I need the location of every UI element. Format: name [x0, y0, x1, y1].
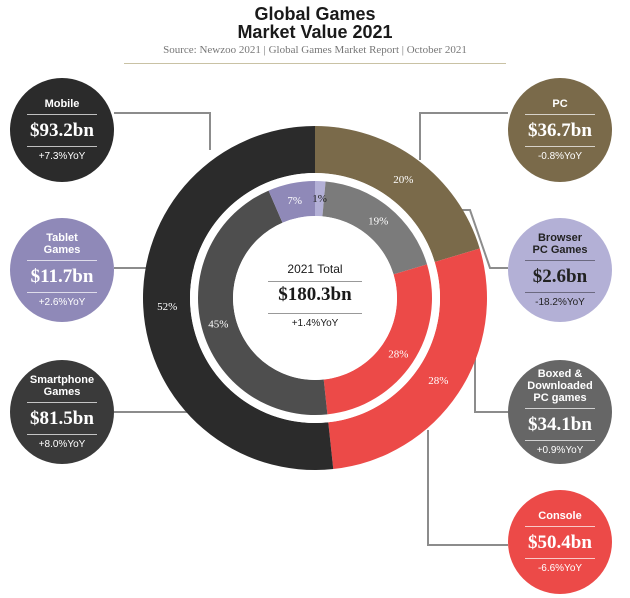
bubble-console-yoy: -6.6%YoY [537, 563, 583, 574]
bubble-divider [525, 114, 595, 115]
outer-pct-label: 52% [157, 301, 177, 313]
bubble-boxed: Boxed & Downloaded PC games $34.1bn +0.9… [508, 360, 612, 464]
bubble-divider [27, 402, 97, 403]
center-title: 2021 Total [287, 262, 343, 276]
bubble-browser: Browser PC Games $2.6bn -18.2%YoY [508, 218, 612, 322]
bubble-divider [525, 292, 595, 293]
bubble-divider [525, 526, 595, 527]
bubble-browser-value: $2.6bn [532, 266, 588, 287]
bubble-mobile-label: Mobile [44, 98, 80, 110]
bubble-pc-yoy: -0.8%YoY [537, 151, 583, 162]
bubble-pc: PC $36.7bn -0.8%YoY [508, 78, 612, 182]
bubble-boxed-yoy: +0.9%YoY [536, 445, 584, 456]
bubble-boxed-value: $34.1bn [528, 414, 592, 435]
bubble-tablet-value: $11.7bn [30, 266, 94, 287]
bubble-pc-value: $36.7bn [528, 120, 592, 141]
bubble-console-value: $50.4bn [528, 532, 592, 553]
bubble-mobile: Mobile $93.2bn +7.3%YoY [10, 78, 114, 182]
bubble-smartphone-yoy: +8.0%YoY [38, 439, 86, 450]
source-divider [124, 63, 506, 64]
center-divider-top [268, 281, 362, 282]
inner-slice-smartphone-games [197, 190, 328, 415]
outer-pct-label: 20% [393, 174, 413, 186]
percent-labels: 20% 28% 52% 1% 19% 28% 45% 7% [157, 174, 448, 387]
connector-pc [419, 112, 508, 160]
bubble-divider [27, 146, 97, 147]
connector-console [427, 430, 508, 546]
bubble-boxed-label: Boxed & Downloaded PC games [527, 368, 593, 404]
inner-pct-label: 19% [368, 216, 388, 228]
inner-ring [197, 181, 432, 415]
bubble-smartphone-label: Smartphone Games [29, 374, 95, 398]
inner-pct-label: 28% [388, 348, 408, 360]
connector-mobile [114, 112, 211, 150]
center-yoy: +1.4%YoY [291, 318, 339, 329]
bubble-tablet-label: Tablet Games [43, 232, 81, 256]
outer-slice-console [328, 248, 488, 470]
chart-title-line1: Global Games [254, 4, 376, 24]
bubble-pc-label: PC [552, 98, 568, 110]
bubble-divider [27, 114, 97, 115]
bubble-browser-yoy: -18.2%YoY [535, 297, 585, 308]
bubble-divider [525, 260, 595, 261]
bubble-divider [525, 408, 595, 409]
inner-slice-browser-pc-games [315, 181, 326, 217]
outer-slice-mobile [143, 126, 334, 470]
outer-pct-label: 28% [428, 375, 448, 387]
bubble-divider [27, 434, 97, 435]
chart-source: Source: Newzoo 2021 | Global Games Marke… [163, 44, 467, 56]
inner-pct-label: 7% [287, 195, 302, 207]
outer-slice-pc [315, 126, 480, 263]
donut-hole [233, 216, 397, 380]
bubble-tablet: Tablet Games $11.7bn +2.6%YoY [10, 218, 114, 322]
center-total-value: $180.3bn [278, 284, 352, 305]
bubble-mobile-value: $93.2bn [30, 120, 94, 141]
bubble-console-label: Console [538, 510, 582, 522]
bubble-divider [525, 146, 595, 147]
chart-title-line2: Market Value 2021 [237, 22, 393, 42]
inner-slice-boxed-downloaded-pc-games [322, 181, 428, 275]
inner-pct-label: 1% [312, 193, 327, 205]
bubble-divider [525, 440, 595, 441]
center-divider-bottom [268, 313, 362, 314]
bubble-tablet-yoy: +2.6%YoY [38, 297, 86, 308]
bubble-smartphone-value: $81.5bn [30, 408, 94, 429]
inner-pct-label: 45% [208, 318, 228, 330]
bubble-browser-label: Browser PC Games [532, 232, 588, 256]
bubble-smartphone: Smartphone Games $81.5bn +8.0%YoY [10, 360, 114, 464]
inner-slice-console [323, 264, 432, 415]
bubble-console: Console $50.4bn -6.6%YoY [508, 490, 612, 594]
bubble-divider [27, 260, 97, 261]
bubble-divider [525, 558, 595, 559]
inner-slice-tablet-games [268, 181, 315, 223]
bubble-divider [27, 292, 97, 293]
bubble-mobile-yoy: +7.3%YoY [38, 151, 86, 162]
